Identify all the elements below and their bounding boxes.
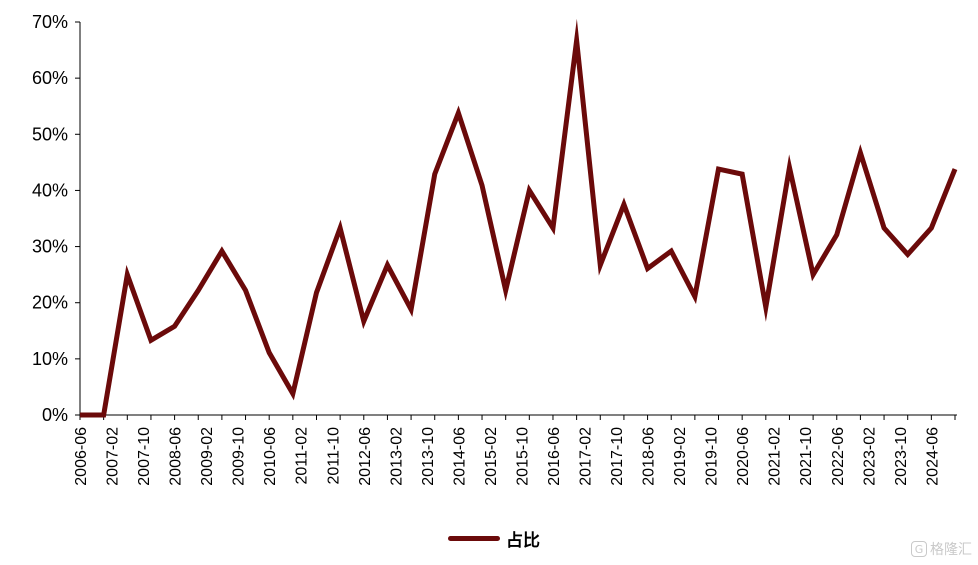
data-point [480, 183, 485, 188]
data-point [882, 226, 887, 231]
data-point [953, 167, 958, 172]
x-tick-label: 2019-02 [672, 427, 689, 486]
data-point [409, 307, 414, 312]
data-point [101, 413, 106, 418]
data-point [125, 272, 130, 277]
data-point [740, 172, 745, 177]
x-tick-label: 2022-06 [830, 427, 847, 486]
x-tick-label: 2014-06 [451, 427, 468, 486]
y-tick-label: 20% [32, 293, 68, 313]
data-point [338, 226, 343, 231]
data-point [148, 338, 153, 343]
series-line [80, 18, 958, 418]
data-point [574, 38, 579, 43]
y-tick-label: 0% [42, 405, 68, 425]
x-tick-label: 2011-10 [325, 427, 342, 485]
x-tick-label: 2020-06 [735, 427, 752, 486]
data-point [621, 202, 626, 207]
watermark: G 格隆汇 [911, 539, 972, 559]
watermark-text: 格隆汇 [930, 542, 972, 558]
x-tick-label: 2019-10 [704, 427, 721, 486]
data-point [929, 226, 934, 231]
data-point [78, 413, 83, 418]
data-point [669, 249, 674, 254]
data-point [172, 324, 177, 329]
x-tick-label: 2017-10 [609, 427, 626, 486]
x-tick-label: 2012-06 [357, 427, 374, 486]
data-point [503, 288, 508, 293]
legend-label: 占比 [506, 531, 540, 551]
x-tick-label: 2015-02 [483, 427, 500, 486]
watermark-logo-icon: G [911, 541, 927, 557]
x-tick-label: 2015-10 [514, 427, 531, 486]
x-tick-label: 2011-02 [294, 427, 311, 485]
data-point [834, 232, 839, 237]
data-point [243, 288, 248, 293]
x-tick-label: 2017-02 [578, 427, 595, 486]
x-tick-label: 2023-10 [893, 427, 910, 486]
legend-swatch [448, 536, 500, 541]
y-tick-label: 60% [32, 68, 68, 88]
x-tick-label: 2013-10 [420, 427, 437, 486]
x-tick-label: 2021-02 [767, 427, 784, 486]
x-tick-label: 2013-02 [388, 427, 405, 486]
data-point [811, 272, 816, 277]
data-point [716, 167, 721, 172]
x-tick-label: 2009-02 [199, 427, 216, 486]
data-point [645, 266, 650, 271]
data-point [361, 319, 366, 324]
x-tick-label: 2009-10 [231, 427, 248, 486]
x-tick-label: 2010-06 [262, 427, 279, 486]
x-tick-label: 2008-06 [168, 427, 185, 486]
x-tick-label: 2007-02 [105, 427, 122, 486]
y-tick-label: 40% [32, 180, 68, 200]
data-point [858, 150, 863, 155]
data-point [432, 172, 437, 177]
x-tick-label: 2018-06 [641, 427, 658, 486]
data-point [550, 226, 555, 231]
x-tick-label: 2016-06 [546, 427, 563, 486]
y-tick-label: 50% [32, 124, 68, 144]
data-point [456, 110, 461, 115]
data-point [196, 288, 201, 293]
y-tick-label: 10% [32, 349, 68, 369]
data-point [905, 252, 910, 257]
data-point [787, 165, 792, 170]
x-tick-label: 2024-06 [924, 427, 941, 486]
x-tick-label: 2007-10 [136, 427, 153, 486]
data-point [385, 263, 390, 268]
y-tick-label: 70% [32, 12, 68, 32]
x-tick-label: 2023-02 [861, 427, 878, 486]
data-point [598, 263, 603, 268]
x-tick-label: 2021-10 [798, 427, 815, 486]
legend: 占比 [448, 526, 540, 551]
data-point [314, 290, 319, 295]
data-point [290, 391, 295, 396]
data-point [267, 350, 272, 355]
data-point [219, 249, 224, 254]
x-tick-label: 2006-06 [73, 427, 90, 486]
data-point [527, 188, 532, 193]
data-point [692, 294, 697, 299]
data-point [763, 305, 768, 310]
y-tick-label: 30% [32, 237, 68, 257]
